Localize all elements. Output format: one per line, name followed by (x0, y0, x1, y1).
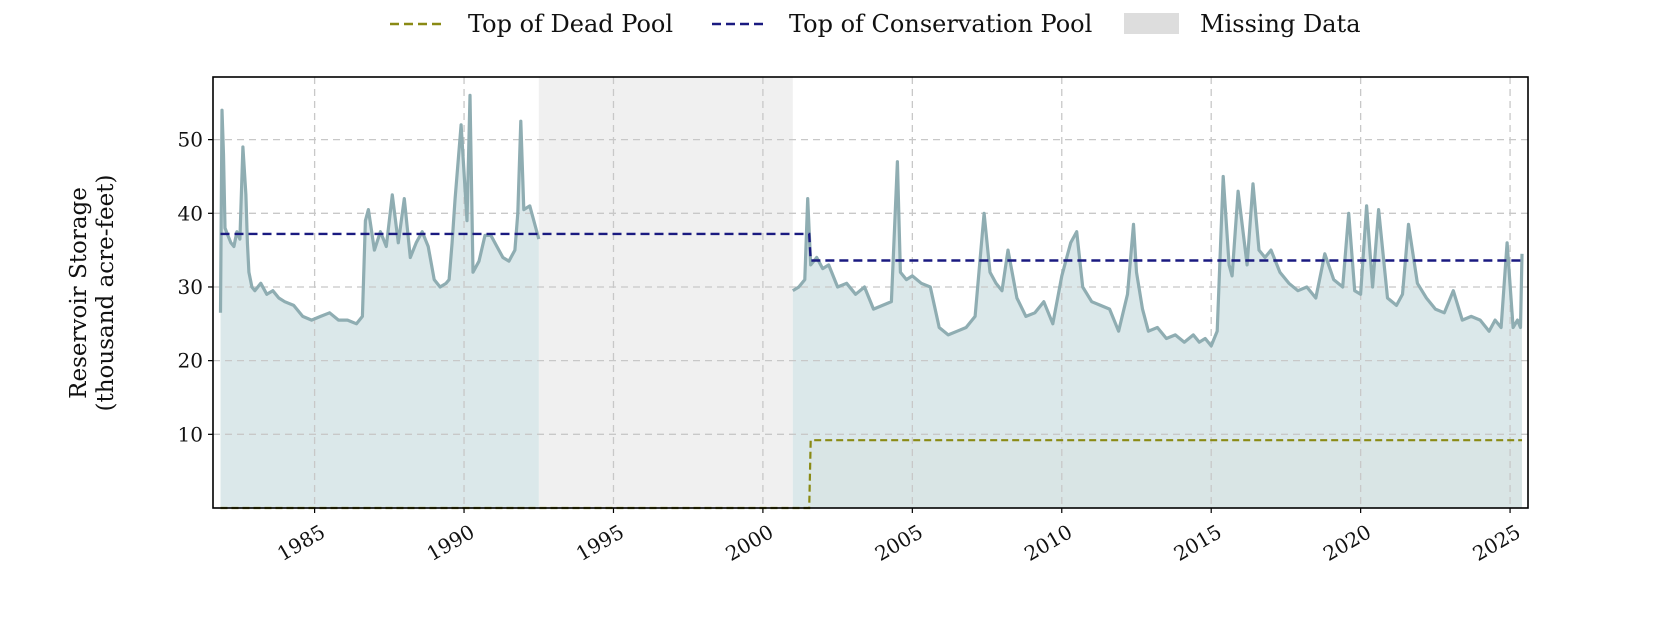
dead-pool-line (220, 439, 1522, 510)
conservation-pool-line (220, 232, 1522, 262)
plot-background-layer (220, 77, 1522, 509)
x-tick-label-7: 2020 (1319, 520, 1375, 566)
legend-label-missing-data: Missing Data (1200, 10, 1361, 38)
legend-swatch-missing-data (1124, 13, 1179, 34)
y-tick-label-3: 40 (178, 201, 203, 225)
legend-item-missing-data: Missing Data (1124, 10, 1361, 38)
x-tick-label-2: 1995 (572, 520, 628, 566)
legend-item-conservation-pool: Top of Conservation Pool (712, 10, 1092, 38)
x-tick-label-1: 1990 (422, 520, 478, 566)
y-tick-label-0: 10 (178, 422, 203, 446)
missing-data-band-0 (538, 77, 793, 508)
x-tick-label-4: 2005 (871, 520, 927, 566)
y-axis: 10 20 30 40 50 (178, 128, 213, 446)
storage-line-1 (791, 160, 1524, 348)
x-tick-label-0: 1985 (273, 520, 329, 566)
storage-line-0 (218, 93, 541, 326)
x-tick-label-6: 2015 (1170, 520, 1226, 566)
x-axis: 1985 1990 1995 2000 2005 2010 2015 2020 2025 (273, 508, 1525, 566)
x-tick-label-3: 2000 (721, 520, 777, 566)
y-axis-title-line-1: Reservoir Storage (66, 187, 92, 399)
plot-frame (212, 76, 1529, 509)
legend-label-conservation-pool: Top of Conservation Pool (789, 10, 1092, 38)
y-tick-label-1: 20 (178, 349, 203, 373)
storage-area-0 (220, 95, 539, 509)
x-tick-label-5: 2010 (1020, 520, 1076, 566)
storage-area-1 (792, 161, 1522, 508)
x-tick-label-8: 2025 (1468, 520, 1524, 566)
y-tick-label-2: 30 (178, 275, 203, 299)
y-axis-title-line-2: (thousand acre-feet) (93, 175, 119, 412)
legend-label-dead-pool: Top of Dead Pool (468, 10, 673, 38)
y-tick-label-4: 50 (178, 128, 203, 152)
plot-data-layer (218, 93, 1524, 510)
legend: Top of Dead Pool Top of Conservation Poo… (390, 10, 1361, 38)
legend-item-dead-pool: Top of Dead Pool (390, 10, 673, 38)
